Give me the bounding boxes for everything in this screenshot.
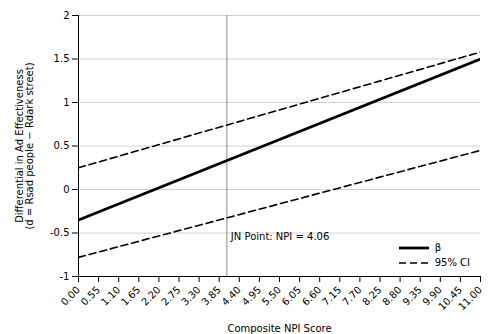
svg-text:0.00: 0.00 xyxy=(59,284,83,308)
svg-text:2.20: 2.20 xyxy=(139,284,163,308)
svg-text:6.60: 6.60 xyxy=(300,284,324,308)
svg-text:10.45: 10.45 xyxy=(436,284,465,313)
svg-text:6.05: 6.05 xyxy=(280,284,304,308)
svg-text:3.85: 3.85 xyxy=(199,284,223,308)
svg-text:1.5: 1.5 xyxy=(54,53,70,64)
svg-text:1: 1 xyxy=(63,97,69,108)
svg-text:Composite NPI Score: Composite NPI Score xyxy=(227,323,331,334)
svg-text:3.30: 3.30 xyxy=(179,284,203,308)
svg-text:Differential in Ad Effectivene: Differential in Ad Effectiveness(d = Rsa… xyxy=(14,62,35,229)
svg-text:4.95: 4.95 xyxy=(240,284,264,308)
svg-text:JN Point: NPI = 4.06: JN Point: NPI = 4.06 xyxy=(230,231,329,242)
svg-text:2.75: 2.75 xyxy=(159,284,183,308)
svg-text:0: 0 xyxy=(63,184,69,195)
svg-text:5.50: 5.50 xyxy=(260,284,284,308)
svg-text:8.80: 8.80 xyxy=(380,284,404,308)
svg-text:8.25: 8.25 xyxy=(360,284,384,308)
svg-text:2: 2 xyxy=(63,10,69,21)
svg-text:0.5: 0.5 xyxy=(54,140,70,151)
svg-text:9.35: 9.35 xyxy=(400,284,424,308)
svg-text:-1: -1 xyxy=(60,271,70,282)
svg-text:4.40: 4.40 xyxy=(219,284,243,308)
html-text:β: β xyxy=(434,242,441,253)
svg-text:7.70: 7.70 xyxy=(340,284,364,308)
svg-text:1.65: 1.65 xyxy=(119,284,143,308)
svg-text:0.55: 0.55 xyxy=(79,284,103,308)
svg-text:7.15: 7.15 xyxy=(320,284,344,308)
svg-text:-0.5: -0.5 xyxy=(50,227,70,238)
svg-text:11.00: 11.00 xyxy=(456,284,484,312)
svg-text:1.10: 1.10 xyxy=(99,284,123,308)
html-text:95% CI: 95% CI xyxy=(434,257,470,268)
svg-text:9.90: 9.90 xyxy=(420,284,444,308)
